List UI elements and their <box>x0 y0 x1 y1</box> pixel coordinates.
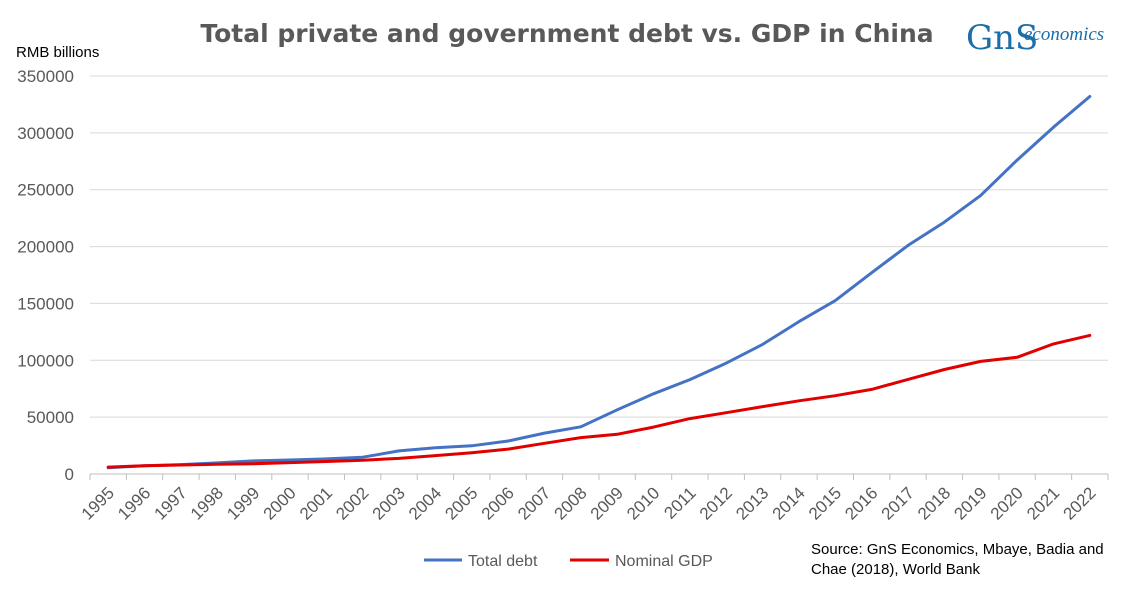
y-tick-label: 0 <box>65 465 74 484</box>
x-tick-label: 2021 <box>1023 483 1063 523</box>
x-tick-label: 2018 <box>914 483 954 523</box>
logo-mark: GnS <box>966 18 1038 58</box>
legend-nominal-gdp-label: Nominal GDP <box>615 553 713 570</box>
x-tick-label: 2003 <box>369 483 409 523</box>
x-tick-label: 2005 <box>441 483 481 523</box>
source-line-2: Chae (2018), World Bank <box>811 561 980 578</box>
x-tick-label: 2008 <box>550 483 590 523</box>
x-tick-label: 2019 <box>950 483 990 523</box>
x-tick-label: 2022 <box>1059 483 1099 523</box>
series-lines <box>106 95 1092 470</box>
y-tick-label: 100000 <box>17 351 74 370</box>
y-axis-ticks: 0 50000 100000 150000 200000 250000 300000 3500… <box>17 67 74 484</box>
y-tick-label: 300000 <box>17 124 74 143</box>
source-note: Source: GnS Economics, Mbaye, Badia and … <box>811 541 1104 578</box>
x-axis-ticks: 1995199619971998199920002001200220032004… <box>78 483 1100 523</box>
x-tick-label: 1995 <box>78 483 118 523</box>
gns-logo: GnS economics <box>966 18 1104 58</box>
y-tick-label: 50000 <box>27 408 74 427</box>
y-tick-label: 250000 <box>17 181 74 200</box>
x-tick-label: 2001 <box>296 483 336 523</box>
y-tick-label: 150000 <box>17 294 74 313</box>
chart-title: Total private and government debt vs. GD… <box>200 19 933 48</box>
legend: Total debt Nominal GDP <box>424 553 713 570</box>
y-tick-label: 350000 <box>17 67 74 86</box>
x-tick-label: 1998 <box>187 483 227 523</box>
x-tick-label: 2011 <box>660 483 699 522</box>
legend-total-debt-label: Total debt <box>468 553 538 570</box>
x-tick-label: 2012 <box>696 483 736 523</box>
x-tick-label: 2004 <box>405 483 445 523</box>
x-tick-label: 2020 <box>987 483 1027 523</box>
x-tick-label: 2009 <box>587 483 627 523</box>
x-tick-label: 1997 <box>151 483 191 523</box>
logo-word: economics <box>1024 24 1104 45</box>
y-tick-label: 200000 <box>17 238 74 257</box>
x-tick-label: 2015 <box>805 483 845 523</box>
series-line-nominal-gdp <box>106 333 1092 469</box>
source-line-1: Source: GnS Economics, Mbaye, Badia and <box>811 541 1104 558</box>
y-axis-unit-label: RMB billions <box>16 44 99 61</box>
x-tick-label: 2017 <box>878 483 918 523</box>
x-tick-label: 2006 <box>478 483 518 523</box>
x-tick-label: 2007 <box>514 483 554 523</box>
x-tick-label: 2000 <box>260 483 300 523</box>
series-line-total-debt <box>106 95 1092 470</box>
grid-lines <box>90 75 1108 418</box>
x-tick-label: 2010 <box>623 483 663 523</box>
x-tick-label: 1996 <box>114 483 154 523</box>
x-tick-label: 2016 <box>841 483 881 523</box>
x-tick-label: 1999 <box>223 483 263 523</box>
x-tick-label: 2014 <box>769 483 809 523</box>
x-axis <box>89 473 1109 480</box>
x-tick-label: 2002 <box>332 483 372 523</box>
x-tick-label: 2013 <box>732 483 772 523</box>
